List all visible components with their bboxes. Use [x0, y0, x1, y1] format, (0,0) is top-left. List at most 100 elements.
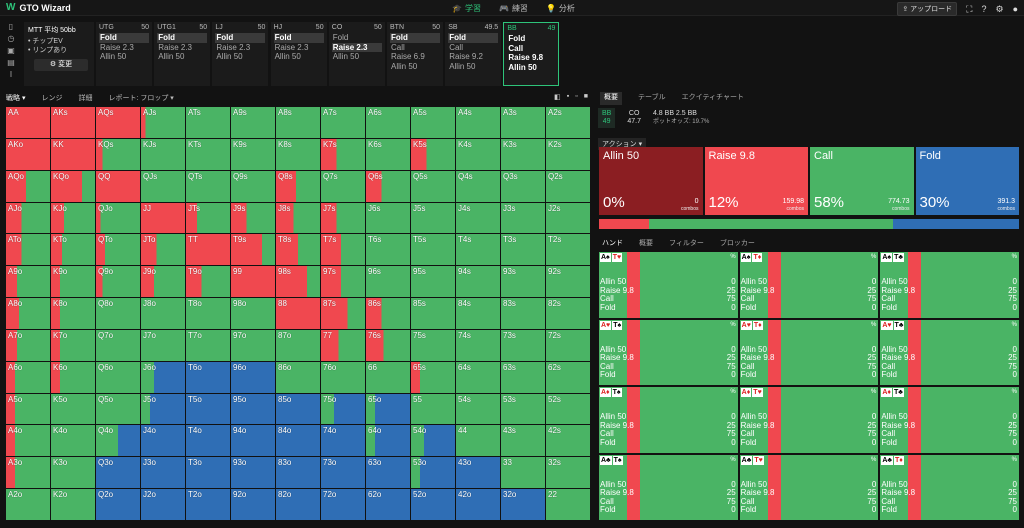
- account-icon[interactable]: ●: [1012, 4, 1018, 14]
- hand-cell[interactable]: J7s: [321, 202, 365, 234]
- hand-cell[interactable]: Q2s: [546, 170, 590, 202]
- hand-cell[interactable]: 75s: [411, 329, 455, 361]
- hand-cell[interactable]: T8o: [186, 298, 230, 329]
- tab-filter[interactable]: フィルター: [669, 240, 704, 247]
- combo-cell[interactable]: A♠ T♦% Allin 50 0 Raise 9.8 25 Call 75 Fold 0: [739, 252, 879, 318]
- hand-cell[interactable]: Q9o: [96, 266, 140, 298]
- hand-cell[interactable]: T3s: [501, 234, 545, 266]
- hand-cell[interactable]: 92o: [231, 489, 275, 520]
- seat-action[interactable]: Allin 50: [274, 52, 301, 61]
- hand-cell[interactable]: K9s: [231, 138, 275, 170]
- hand-cell[interactable]: AKs: [51, 107, 95, 138]
- hand-cell[interactable]: T2s: [546, 234, 590, 266]
- hand-cell[interactable]: K5s: [411, 138, 455, 170]
- hand-cell[interactable]: AJs: [141, 107, 185, 138]
- hand-cell[interactable]: J2o: [141, 489, 185, 520]
- hand-cell[interactable]: A5s: [411, 107, 455, 138]
- combo-cell[interactable]: A♦ T♣% Allin 50 0 Raise 9.8 25 Call 75 Fold 0: [880, 387, 1019, 453]
- hand-cell[interactable]: 85s: [411, 298, 455, 329]
- seat-action[interactable]: Raise 2.3: [100, 42, 134, 52]
- summary-call[interactable]: Call 58% 774.73 combos: [810, 147, 914, 215]
- hand-cell[interactable]: 53o: [411, 457, 455, 489]
- combo-cell[interactable]: A♥ T♠% Allin 50 0 Raise 9.8 25 Call 75 Fold 0: [599, 319, 738, 385]
- tab-range[interactable]: レンジ: [41, 95, 63, 102]
- hand-cell[interactable]: AQs: [96, 107, 140, 138]
- seat-action[interactable]: Raise 2.3: [216, 42, 251, 52]
- hand-cell[interactable]: 53s: [501, 393, 545, 425]
- hand-cell[interactable]: A8s: [276, 107, 320, 138]
- change-settings-button[interactable]: ⚙ 変更: [34, 59, 88, 71]
- hand-cell[interactable]: A7o: [6, 329, 50, 361]
- hand-cell[interactable]: AA: [6, 107, 50, 138]
- seat-lj[interactable]: LJ 50 Fold Raise 2.3 Allin 50: [212, 22, 269, 86]
- hand-cell[interactable]: 44: [456, 425, 500, 457]
- seat-action[interactable]: Allin 50: [332, 52, 360, 61]
- hand-cell[interactable]: ATo: [6, 234, 50, 266]
- hand-cell[interactable]: Q6o: [96, 361, 140, 393]
- seat-action[interactable]: Raise 2.3: [274, 42, 309, 52]
- hand-cell[interactable]: K7s: [321, 138, 365, 170]
- hand-cell[interactable]: A9o: [6, 266, 50, 298]
- hand-cell[interactable]: Q6s: [366, 170, 410, 202]
- hand-cell[interactable]: 96s: [366, 266, 410, 298]
- hand-cell[interactable]: 32o: [501, 489, 545, 520]
- hand-cell[interactable]: Q4s: [456, 170, 500, 202]
- hand-cell[interactable]: A4o: [6, 425, 50, 457]
- hand-cell[interactable]: 43o: [456, 457, 500, 489]
- seat-action[interactable]: Allin 50: [216, 52, 243, 61]
- hand-cell[interactable]: A7s: [321, 107, 365, 138]
- position-bb[interactable]: BB 49: [598, 108, 616, 128]
- hand-cell[interactable]: KTo: [51, 234, 95, 266]
- hand-cell[interactable]: 83s: [501, 298, 545, 329]
- combo-cell[interactable]: A♥ T♦% Allin 50 0 Raise 9.8 25 Call 75 Fold 0: [739, 319, 879, 385]
- hand-cell[interactable]: 95o: [231, 393, 275, 425]
- hand-cell[interactable]: KTs: [186, 138, 230, 170]
- hand-cell[interactable]: 92s: [546, 266, 590, 298]
- hand-cell[interactable]: KK: [51, 138, 95, 170]
- hand-cell[interactable]: Q2o: [96, 489, 140, 520]
- hand-cell[interactable]: A2s: [546, 107, 590, 138]
- hand-cell[interactable]: K5o: [51, 393, 95, 425]
- combo-cell[interactable]: A♠ T♣% Allin 50 0 Raise 9.8 25 Call 75 Fold 0: [880, 252, 1019, 318]
- seat-hj[interactable]: HJ 50 Fold Raise 2.3 Allin 50: [270, 22, 327, 86]
- hand-cell[interactable]: 76s: [366, 329, 410, 361]
- screenshot-icon[interactable]: ⛶: [966, 3, 973, 14]
- hand-cell[interactable]: Q3s: [501, 170, 545, 202]
- hand-cell[interactable]: J6s: [366, 202, 410, 234]
- hand-cell[interactable]: J9o: [141, 266, 185, 298]
- seat-action[interactable]: Fold: [448, 33, 499, 43]
- seat-action[interactable]: Fold: [99, 33, 149, 43]
- combo-cell[interactable]: A♥ T♣% Allin 50 0 Raise 9.8 25 Call 75 Fold 0: [880, 319, 1019, 385]
- hand-cell[interactable]: K2s: [546, 138, 590, 170]
- seat-sb[interactable]: SB 49.5 Fold Call Raise 9.2 Allin 50: [445, 22, 502, 86]
- hand-cell[interactable]: J4o: [141, 425, 185, 457]
- upload-button[interactable]: ⇪ アップロード: [897, 2, 958, 16]
- hand-cell[interactable]: J5s: [411, 202, 455, 234]
- hand-cell[interactable]: 95s: [411, 266, 455, 298]
- hand-cell[interactable]: QTo: [96, 234, 140, 266]
- hand-cell[interactable]: K4o: [51, 425, 95, 457]
- tab-hands[interactable]: ハンド: [602, 240, 623, 247]
- hand-cell[interactable]: 77: [321, 329, 365, 361]
- hand-cell[interactable]: 63o: [366, 457, 410, 489]
- clipboard-icon[interactable]: ▤: [7, 58, 15, 67]
- hand-cell[interactable]: 54o: [411, 425, 455, 457]
- hand-cell[interactable]: 83o: [276, 457, 320, 489]
- hand-cell[interactable]: K9o: [51, 266, 95, 298]
- tab-blocker[interactable]: ブロッカー: [719, 240, 755, 247]
- hand-cell[interactable]: 62s: [546, 361, 590, 393]
- nav-item-1[interactable]: 🎮 練習: [497, 1, 530, 15]
- hand-cell[interactable]: 96o: [231, 361, 275, 393]
- hand-cell[interactable]: A8o: [6, 298, 50, 329]
- hand-cell[interactable]: J3s: [501, 202, 545, 234]
- seat-action[interactable]: Raise 9.8: [508, 53, 544, 62]
- help-icon[interactable]: ?: [981, 4, 987, 14]
- hand-cell[interactable]: AJo: [6, 202, 50, 234]
- hand-cell[interactable]: 74s: [456, 329, 500, 361]
- combo-cell[interactable]: A♠ T♥% Allin 50 0 Raise 9.8 25 Call 75 Fold 0: [599, 252, 738, 318]
- hand-cell[interactable]: KQs: [96, 138, 140, 170]
- seat-action[interactable]: Allin 50: [508, 62, 537, 72]
- grid-large-icon[interactable]: ■: [583, 93, 588, 100]
- hand-cell[interactable]: A6s: [366, 107, 410, 138]
- seat-action[interactable]: Allin 50: [158, 52, 185, 61]
